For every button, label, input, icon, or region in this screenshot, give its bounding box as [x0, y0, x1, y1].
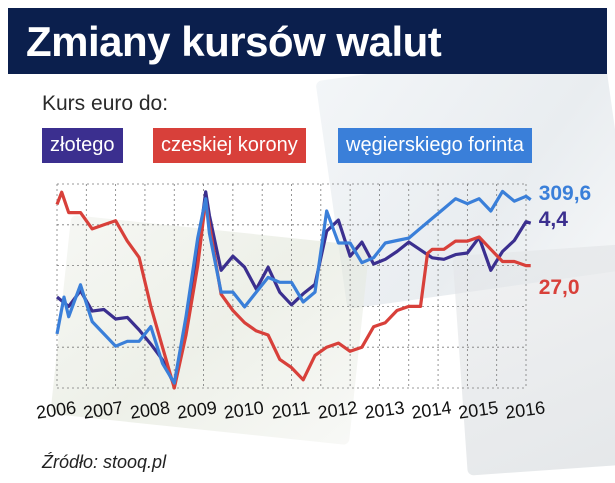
- x-tick-label: 2008: [129, 397, 171, 422]
- x-tick-label: 2013: [363, 397, 405, 422]
- x-tick-label: 2010: [223, 397, 265, 422]
- chart-title: Zmiany kursów walut: [26, 18, 442, 65]
- series-line-1: [55, 190, 531, 390]
- legend-item-zloty: złotego: [42, 128, 123, 163]
- chart-subtitle: Kurs euro do:: [42, 92, 169, 115]
- x-tick-label: 2012: [316, 397, 358, 422]
- series-end-label-1: 27,0: [539, 276, 580, 299]
- x-tick-label: 2007: [82, 397, 124, 422]
- x-tick-label: 2011: [270, 397, 311, 422]
- series-end-label-0: 4,4: [539, 208, 569, 231]
- x-tick-label: 2016: [504, 397, 546, 422]
- legend-item-czk: czeskiej korony: [153, 128, 306, 163]
- title-bar: Zmiany kursów walut: [8, 8, 607, 74]
- series-line-2: [55, 189, 532, 385]
- legend-item-huf: węgierskiego forinta: [338, 128, 532, 163]
- x-tick-label: 2014: [410, 397, 452, 422]
- series-line-0: [55, 190, 532, 387]
- x-tick-label: 2009: [176, 397, 218, 422]
- series-end-label-2: 309,6: [539, 182, 592, 205]
- source-note: Źródło: stooq.pl: [42, 452, 167, 472]
- x-tick-label: 2006: [35, 397, 77, 422]
- x-tick-label: 2015: [457, 397, 499, 422]
